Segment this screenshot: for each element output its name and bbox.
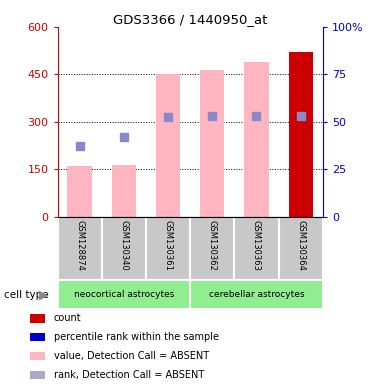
Bar (156, 74, 180, 217)
Bar (102, 217, 146, 280)
Text: GSM130364: GSM130364 (296, 220, 305, 271)
Bar (58, 280, 190, 309)
Bar (289, 52, 313, 217)
Bar (200, 70, 224, 217)
Bar (30, 352, 45, 360)
Text: cell type: cell type (4, 290, 48, 300)
Bar (30, 314, 45, 323)
Text: GSM130363: GSM130363 (252, 220, 261, 271)
Text: ▶: ▶ (39, 288, 49, 301)
Text: percentile rank within the sample: percentile rank within the sample (54, 332, 219, 342)
Text: GSM130340: GSM130340 (119, 220, 128, 271)
Bar (112, 165, 136, 217)
Text: count: count (54, 313, 81, 323)
Bar (244, 62, 269, 217)
Bar (190, 280, 323, 309)
Bar (58, 217, 102, 280)
Text: value, Detection Call = ABSENT: value, Detection Call = ABSENT (54, 351, 209, 361)
Text: GSM130361: GSM130361 (164, 220, 173, 271)
Bar (190, 217, 234, 280)
Text: neocortical astrocytes: neocortical astrocytes (73, 290, 174, 299)
Bar (279, 217, 323, 280)
Text: GSM130362: GSM130362 (208, 220, 217, 271)
Title: GDS3366 / 1440950_at: GDS3366 / 1440950_at (113, 13, 267, 26)
Bar (68, 166, 92, 217)
Text: cerebellar astrocytes: cerebellar astrocytes (209, 290, 304, 299)
Bar (30, 333, 45, 341)
Bar (30, 371, 45, 379)
Text: rank, Detection Call = ABSENT: rank, Detection Call = ABSENT (54, 370, 204, 380)
Bar (234, 217, 279, 280)
Bar (146, 217, 190, 280)
Text: GSM128874: GSM128874 (75, 220, 84, 271)
